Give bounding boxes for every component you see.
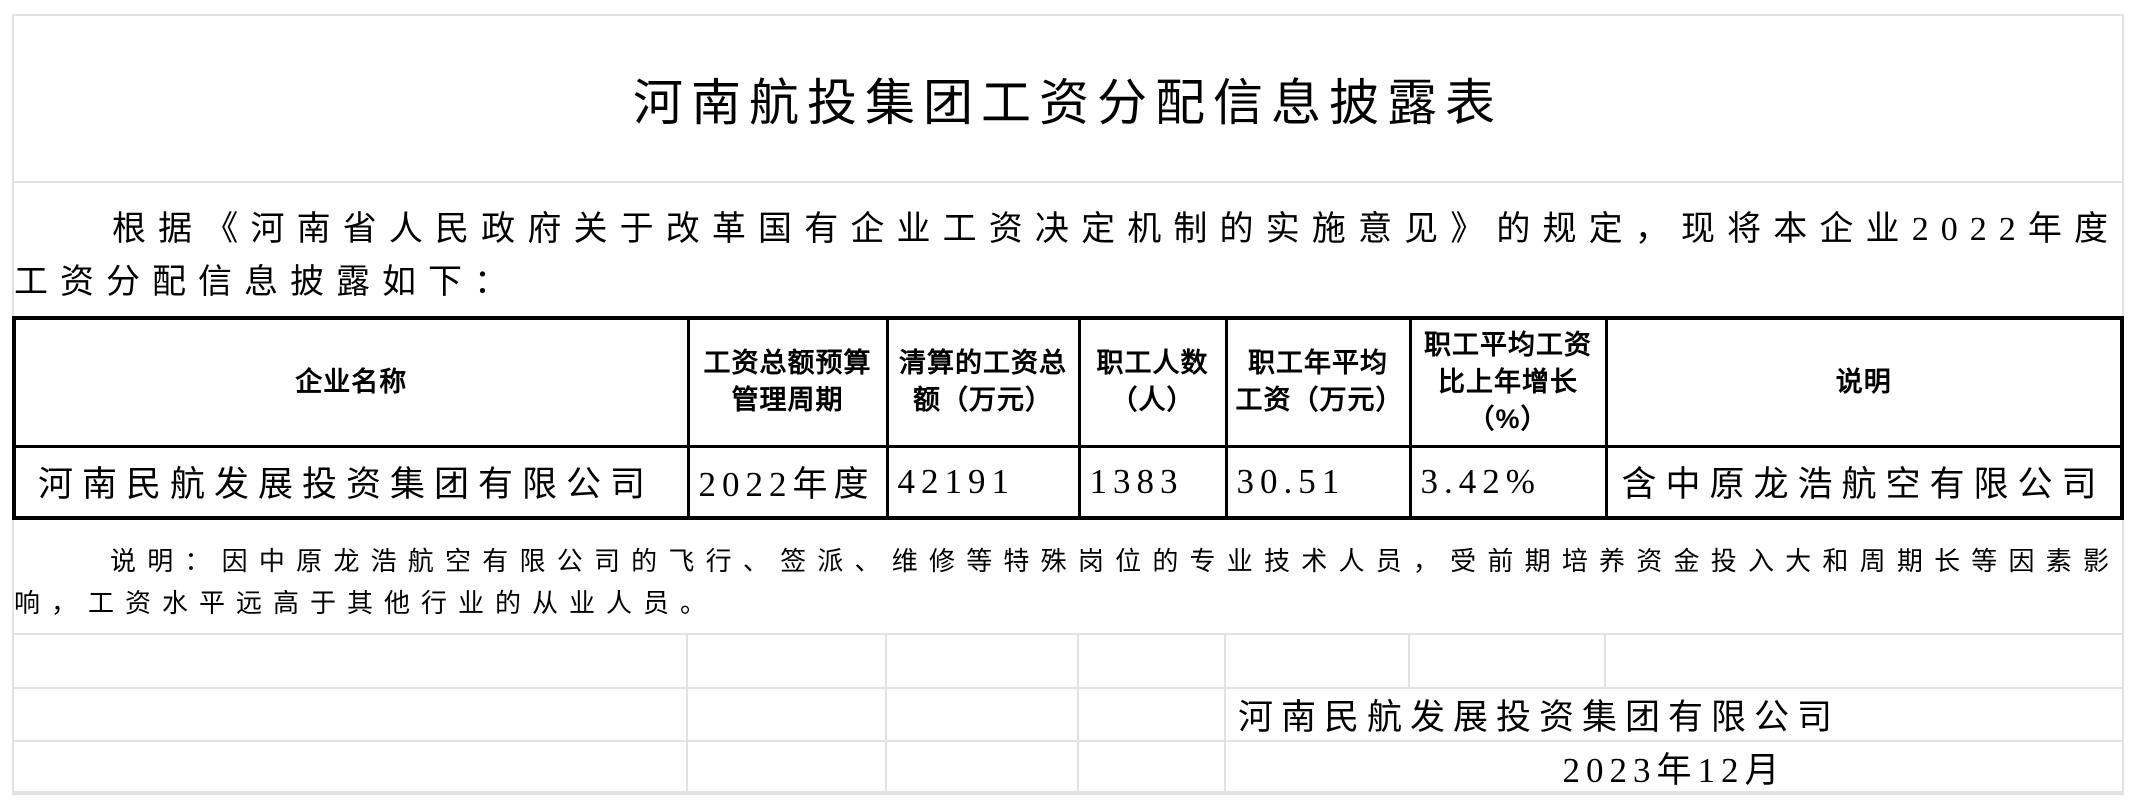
footer-grid-row: 河南民航发展投资集团有限公司 bbox=[12, 687, 2124, 742]
col-header-budget-period: 工资总额预算管理周期 bbox=[686, 316, 889, 448]
empty-cell bbox=[885, 687, 1079, 742]
intro-paragraph: 根据《河南省人民政府关于改革国有企业工资决定机制的实施意见》的规定，现将本企业2… bbox=[14, 211, 2120, 301]
empty-cell bbox=[12, 687, 688, 742]
empty-cell bbox=[686, 740, 887, 795]
col-header-wage-growth: 职工平均工资比上年增长（%） bbox=[1408, 316, 1608, 448]
empty-cell bbox=[1077, 633, 1226, 689]
empty-cell bbox=[686, 687, 887, 742]
explanatory-note: 说明：因中原龙浩航空有限公司的飞行、签派、维修等特殊岗位的专业技术人员，受前期培… bbox=[14, 547, 2120, 618]
footer-grid-row bbox=[12, 633, 2124, 689]
table-header-row: 企业名称 工资总额预算管理周期 清算的工资总额（万元） 职工人数（人） 职工年平… bbox=[12, 316, 2124, 448]
empty-cell bbox=[885, 740, 1079, 795]
spreadsheet-area: 河南航投集团工资分配信息披露表 根据《河南省人民政府关于改革国有企业工资决定机制… bbox=[12, 14, 2124, 795]
empty-cell bbox=[686, 633, 887, 689]
cell-wage-growth: 3.42% bbox=[1408, 444, 1608, 520]
col-header-company-name: 企业名称 bbox=[12, 316, 690, 448]
empty-cell bbox=[1408, 633, 1606, 689]
footer-grid-row: 2023年12月 bbox=[12, 740, 2124, 795]
empty-cell bbox=[12, 633, 688, 689]
empty-cell bbox=[12, 740, 688, 795]
page-title: 河南航投集团工资分配信息披露表 bbox=[633, 74, 1503, 131]
col-header-settled-total-wage: 清算的工资总额（万元） bbox=[885, 316, 1081, 448]
cell-company-name: 河南民航发展投资集团有限公司 bbox=[12, 444, 690, 520]
cell-remarks: 含中原龙浩航空有限公司 bbox=[1604, 444, 2124, 520]
empty-cell bbox=[1604, 633, 2124, 689]
signature-company: 河南民航发展投资集团有限公司 bbox=[1224, 687, 2124, 742]
col-header-avg-annual-wage: 职工年平均工资（万元） bbox=[1224, 316, 1412, 448]
col-header-employee-count: 职工人数（人） bbox=[1077, 316, 1228, 448]
cell-employee-count: 1383 bbox=[1077, 444, 1228, 520]
col-header-remarks: 说明 bbox=[1604, 316, 2124, 448]
footer-grid: 河南民航发展投资集团有限公司 2023年12月 bbox=[12, 633, 2124, 795]
title-block: 河南航投集团工资分配信息披露表 bbox=[14, 16, 2122, 183]
empty-cell bbox=[885, 633, 1079, 689]
cell-budget-period: 2022年度 bbox=[686, 444, 889, 520]
empty-cell bbox=[1224, 633, 1410, 689]
empty-cell bbox=[1077, 740, 1226, 795]
empty-cell bbox=[1077, 687, 1226, 742]
signature-date: 2023年12月 bbox=[1224, 740, 2124, 795]
table-row: 河南民航发展投资集团有限公司 2022年度 42191 1383 30.51 3… bbox=[12, 444, 2124, 520]
cell-avg-annual-wage: 30.51 bbox=[1224, 444, 1412, 520]
cell-settled-total-wage: 42191 bbox=[885, 444, 1081, 520]
wage-disclosure-table: 企业名称 工资总额预算管理周期 清算的工资总额（万元） 职工人数（人） 职工年平… bbox=[12, 316, 2124, 520]
